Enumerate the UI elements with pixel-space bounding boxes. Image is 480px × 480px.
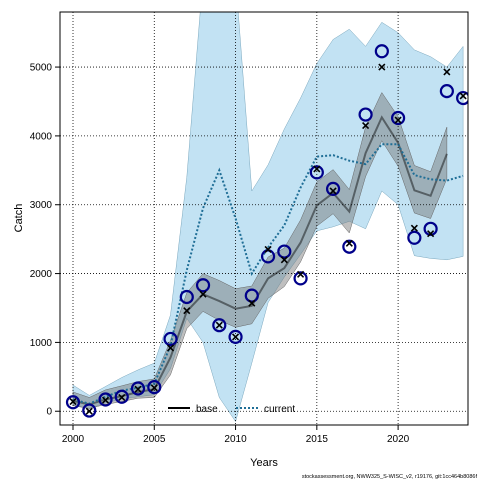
observed-circle-marker <box>293 271 308 286</box>
observed-x-marker <box>166 344 175 352</box>
observed-x-marker <box>183 307 191 315</box>
grid-lines <box>60 12 468 425</box>
axes: 2000 2005 2010 2015 2020 0 1000 2000 3000 4000 500… <box>30 63 410 445</box>
legend: base current <box>168 404 295 415</box>
observed-circle-marker <box>391 110 406 126</box>
x-tick-label: 2005 <box>143 434 166 445</box>
observed-circle-marker <box>98 392 113 407</box>
observed-x-marker <box>199 290 207 298</box>
y-tick-label: 3000 <box>30 200 53 211</box>
observed-x-marker <box>345 239 353 247</box>
observed-circle-marker <box>212 318 227 333</box>
band-current <box>72 12 464 423</box>
observed-x-marker <box>85 407 93 415</box>
observed-x-marker <box>410 224 418 232</box>
observed-x-marker <box>264 245 272 254</box>
observed-x-marker <box>394 116 402 124</box>
y-tick-label: 0 <box>46 407 52 418</box>
observed-x-marker <box>118 393 126 402</box>
observed-x-marker <box>297 270 305 278</box>
observed-circle-marker <box>374 44 389 59</box>
observed-circle-marker <box>147 380 162 395</box>
observed-circle-marker <box>407 230 422 245</box>
observed-circle-marker <box>325 181 341 197</box>
legend-current-label: current <box>264 404 295 415</box>
x-axis-title: Years <box>250 457 278 469</box>
x-tick-label: 2015 <box>306 434 329 445</box>
observed-circle-marker <box>358 107 373 122</box>
observed-circle-marker <box>65 395 81 410</box>
observed-x-marker <box>231 333 240 341</box>
observed-circle-marker <box>456 90 468 106</box>
observed-x-marker <box>101 396 110 404</box>
y-tick-label: 2000 <box>30 269 53 280</box>
observed-x-marker <box>280 256 288 264</box>
observed-circle-marker <box>309 165 324 180</box>
observed-circle-marker <box>82 403 97 418</box>
series-line-current <box>72 143 464 405</box>
plot-frame <box>59 11 469 426</box>
legend-base-label: base <box>196 404 218 415</box>
observed-x-marker <box>248 299 256 307</box>
x-tick-label: 2000 <box>62 434 85 445</box>
observed-x-marker <box>427 230 435 238</box>
observed-circle-marker <box>342 239 357 254</box>
observed-x-marker <box>313 165 321 173</box>
observed-x-marker <box>215 321 223 329</box>
observed-x-marker <box>362 122 370 130</box>
y-tick-label: 5000 <box>30 63 53 74</box>
observed-x-marker <box>69 398 77 406</box>
y-tick-label: 1000 <box>30 338 53 349</box>
observed-x-marker <box>459 92 467 100</box>
observed-circle-marker <box>163 331 178 347</box>
observed-x-marker <box>329 187 337 195</box>
confidence-bands <box>72 12 464 423</box>
footer-note: stockassessment.org, NWW325_S-WISC_v2, r… <box>302 474 478 480</box>
observed-circle-marker <box>130 381 146 396</box>
observation-markers <box>65 44 468 418</box>
band-base <box>72 91 448 409</box>
y-axis-title: Catch <box>13 204 25 233</box>
observed-circle-marker <box>114 389 129 404</box>
observed-circle-marker <box>179 289 194 305</box>
y-tick-label: 4000 <box>30 131 53 142</box>
x-tick-label: 2020 <box>387 434 410 445</box>
x-tick-label: 2010 <box>224 434 247 445</box>
observed-x-marker <box>443 68 451 76</box>
observed-x-marker <box>134 385 142 393</box>
observed-x-marker <box>150 384 158 392</box>
observed-circle-marker <box>244 288 259 303</box>
observed-circle-marker <box>228 329 243 344</box>
observed-circle-marker <box>423 221 438 236</box>
observed-circle-marker <box>195 278 211 293</box>
observed-circle-marker <box>439 84 454 99</box>
observed-circle-marker <box>277 244 292 259</box>
observed-x-marker <box>378 63 386 71</box>
